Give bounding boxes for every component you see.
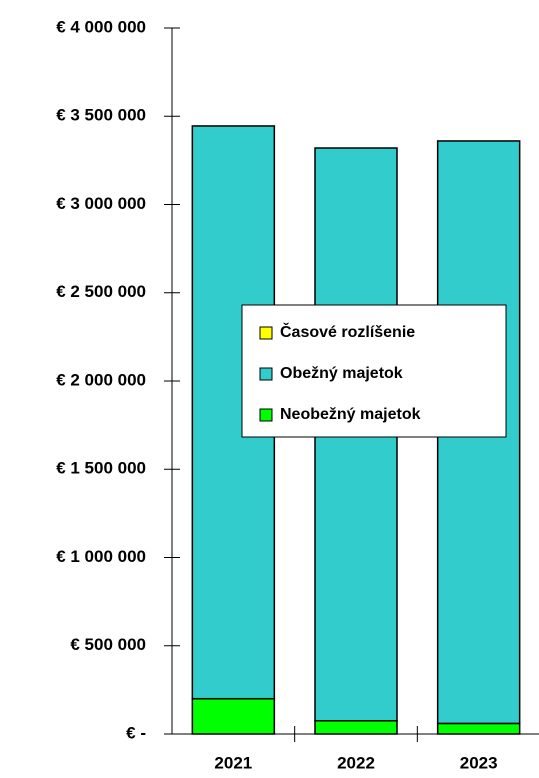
y-tick-label: € 1 500 000 <box>56 459 146 478</box>
legend-box <box>241 304 507 438</box>
y-tick-label: € 3 500 000 <box>56 106 146 125</box>
y-tick-label: € 4 000 000 <box>56 17 146 36</box>
legend-swatch <box>259 367 273 381</box>
bar-segment <box>314 720 398 735</box>
x-tick-label: 2021 <box>214 753 252 772</box>
y-tick-label: € - <box>126 723 146 742</box>
legend-label: Časové rozlíšenie <box>280 322 415 341</box>
y-tick-label: € 3 000 000 <box>56 194 146 213</box>
x-tick-label: 2022 <box>337 753 375 772</box>
x-tick-label: 2023 <box>460 753 498 772</box>
legend-swatch <box>259 326 273 340</box>
bar-segment <box>191 697 276 735</box>
legend-label: Neobežný majetok <box>280 406 421 423</box>
y-tick-label: € 1 000 000 <box>56 547 146 566</box>
y-tick-label: € 2 500 000 <box>56 282 146 301</box>
y-tick-label: € 500 000 <box>70 635 146 654</box>
legend-swatch <box>259 408 273 422</box>
y-tick-label: € 2 000 000 <box>56 370 146 389</box>
legend-label: Obežný majetok <box>280 365 403 382</box>
bar-segment <box>436 722 521 735</box>
